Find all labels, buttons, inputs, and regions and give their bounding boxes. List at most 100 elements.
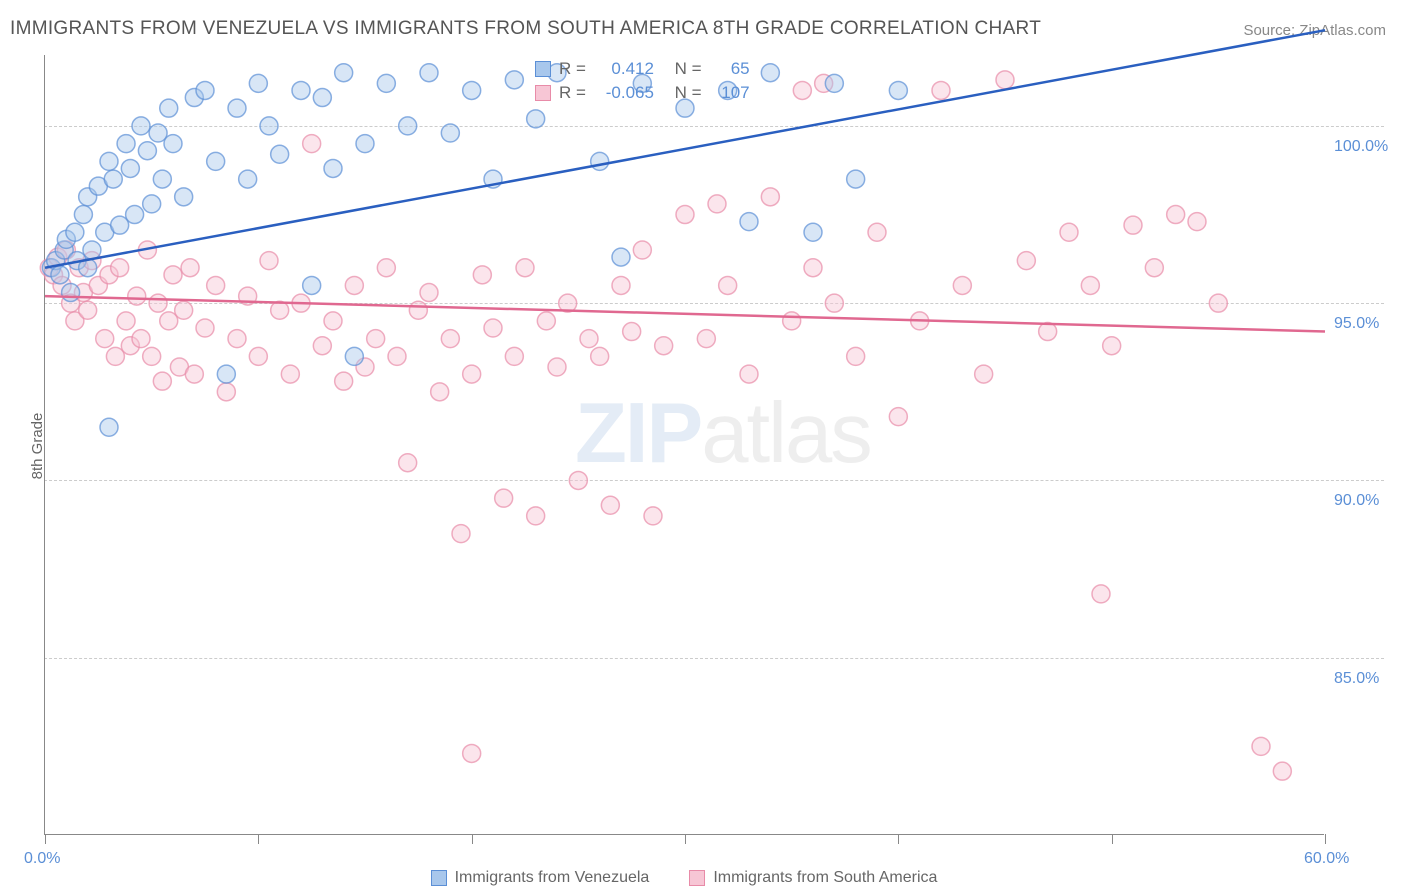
correlation-legend: R = 0.412 N = 65 R = -0.065 N = 107 <box>535 57 750 105</box>
chart-container: IMMIGRANTS FROM VENEZUELA VS IMMIGRANTS … <box>0 0 1406 892</box>
r-label: R = <box>559 83 586 103</box>
data-point <box>889 408 907 426</box>
data-point <box>117 135 135 153</box>
data-point <box>1081 276 1099 294</box>
data-point <box>83 241 101 259</box>
y-tick-label: 90.0% <box>1334 492 1379 510</box>
data-point <box>804 223 822 241</box>
y-tick-label: 95.0% <box>1334 315 1379 333</box>
data-point <box>228 99 246 117</box>
data-point <box>239 170 257 188</box>
data-point <box>793 81 811 99</box>
data-point <box>1124 216 1142 234</box>
data-point <box>761 188 779 206</box>
data-point <box>260 117 278 135</box>
data-point <box>117 312 135 330</box>
data-point <box>324 159 342 177</box>
data-point <box>847 347 865 365</box>
legend-label-southamerica: Immigrants from South America <box>713 869 937 887</box>
legend-bottom: Immigrants from Venezuela Immigrants fro… <box>44 869 1324 887</box>
data-point <box>399 454 417 472</box>
data-point <box>66 223 84 241</box>
data-point <box>196 81 214 99</box>
data-point <box>132 117 150 135</box>
data-point <box>126 206 144 224</box>
data-point <box>345 347 363 365</box>
data-point <box>100 152 118 170</box>
data-point <box>104 170 122 188</box>
data-point <box>1092 585 1110 603</box>
data-point <box>324 312 342 330</box>
data-point <box>569 471 587 489</box>
x-tick <box>258 834 259 844</box>
data-point <box>932 81 950 99</box>
data-point <box>452 525 470 543</box>
y-tick-label: 85.0% <box>1334 670 1379 688</box>
legend-row-venezuela: R = 0.412 N = 65 <box>535 57 750 81</box>
data-point <box>847 170 865 188</box>
data-point <box>409 301 427 319</box>
data-point <box>132 330 150 348</box>
data-point <box>527 507 545 525</box>
legend-item-southamerica: Immigrants from South America <box>689 869 937 887</box>
swatch-venezuela-bottom <box>431 870 447 886</box>
data-point <box>1103 337 1121 355</box>
data-point <box>953 276 971 294</box>
data-point <box>153 372 171 390</box>
r-value-southamerica: -0.065 <box>594 83 654 103</box>
swatch-venezuela <box>535 61 551 77</box>
data-point <box>463 81 481 99</box>
data-point <box>160 99 178 117</box>
data-point <box>825 294 843 312</box>
data-point <box>591 152 609 170</box>
x-tick <box>1112 834 1113 844</box>
data-point <box>149 294 167 312</box>
r-label: R = <box>559 59 586 79</box>
data-point <box>740 365 758 383</box>
data-point <box>644 507 662 525</box>
regression-line <box>45 296 1325 331</box>
data-point <box>548 358 566 376</box>
data-point <box>420 284 438 302</box>
data-point <box>1273 762 1291 780</box>
data-point <box>100 418 118 436</box>
data-point <box>143 347 161 365</box>
data-point <box>1145 259 1163 277</box>
data-point <box>612 248 630 266</box>
data-point <box>377 259 395 277</box>
data-point <box>143 195 161 213</box>
data-point <box>825 74 843 92</box>
data-point <box>313 89 331 107</box>
data-point <box>377 74 395 92</box>
data-point <box>281 365 299 383</box>
data-point <box>1167 206 1185 224</box>
data-point <box>868 223 886 241</box>
data-point <box>175 188 193 206</box>
data-point <box>761 64 779 82</box>
swatch-southamerica-bottom <box>689 870 705 886</box>
data-point <box>51 266 69 284</box>
data-point <box>153 170 171 188</box>
data-point <box>96 330 114 348</box>
data-point <box>175 301 193 319</box>
data-point <box>1188 213 1206 231</box>
data-point <box>138 142 156 160</box>
data-point <box>484 319 502 337</box>
data-point <box>495 489 513 507</box>
data-point <box>516 259 534 277</box>
data-point <box>185 365 203 383</box>
data-point <box>335 64 353 82</box>
data-point <box>356 135 374 153</box>
x-tick <box>898 834 899 844</box>
data-point <box>249 347 267 365</box>
data-point <box>1017 252 1035 270</box>
data-point <box>345 276 363 294</box>
data-point <box>633 241 651 259</box>
data-point <box>505 347 523 365</box>
data-point <box>128 287 146 305</box>
data-point <box>996 71 1014 89</box>
data-point <box>399 117 417 135</box>
data-point <box>367 330 385 348</box>
data-point <box>292 81 310 99</box>
data-point <box>303 135 321 153</box>
